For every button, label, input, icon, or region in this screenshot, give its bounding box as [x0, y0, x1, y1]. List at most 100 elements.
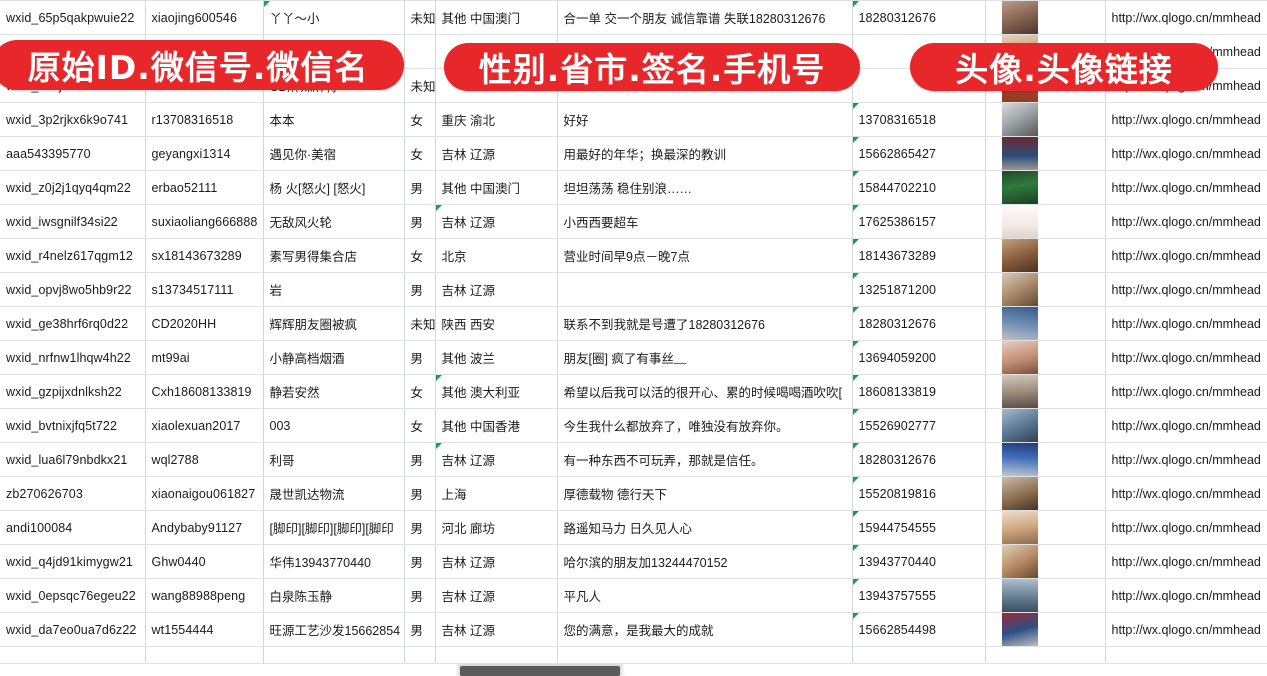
cell-province[interactable]: 河北 廊坊	[435, 510, 558, 545]
cell-avatar-url[interactable]: http://wx.qlogo.cn/mmhead	[1105, 612, 1267, 647]
cell-original-id[interactable]: wxid_0epsqc76egeu22	[0, 578, 146, 613]
cell-gender[interactable]: 女	[404, 102, 436, 137]
cell-wechat-id[interactable]: mt99ai	[145, 340, 264, 375]
cell-wechat-name[interactable]: 杨 火[怒火] [怒火]	[263, 170, 405, 205]
cell-avatar-url[interactable]: http://wx.qlogo.cn/mmhead	[1105, 204, 1267, 239]
cell-wechat-name[interactable]: 白泉陈玉静	[263, 578, 405, 613]
cell-gender[interactable]: 女	[404, 374, 436, 409]
cell-gender[interactable]: 未知	[404, 0, 436, 35]
cell-original-id[interactable]: wxid_ge38hrf6rq0d22	[0, 306, 146, 341]
cell-province[interactable]: 吉林 辽源	[435, 578, 558, 613]
cell-original-id[interactable]: wxid_lua6l79nbdkx21	[0, 442, 146, 477]
cell-signature[interactable]: 朋友[圈] 疯了有事丝﹏	[557, 340, 853, 375]
cell-province[interactable]: 吉林 辽源	[435, 272, 558, 307]
cell-gender[interactable]: 男	[404, 510, 436, 545]
cell-wechat-id[interactable]: wt1554444	[145, 612, 264, 647]
cell-phone-number[interactable]: 13943770440	[852, 544, 986, 579]
table-row[interactable]: wxid_q4jd91kimygw21 Ghw0440 华伟13943770440 男…	[0, 544, 1267, 579]
cell-signature[interactable]: 坦坦荡荡 稳住别浪……	[557, 170, 853, 205]
cell-province[interactable]: 其他 波兰	[435, 340, 558, 375]
cell-province[interactable]: 吉林 辽源	[435, 612, 558, 647]
cell-avatar-url[interactable]: http://wx.qlogo.cn/mmhead	[1105, 0, 1267, 35]
cell-avatar[interactable]	[985, 136, 1106, 171]
cell-avatar[interactable]	[985, 102, 1106, 137]
cell-province[interactable]: 吉林 辽源	[435, 442, 558, 477]
cell-avatar-url[interactable]: http://wx.qlogo.cn/mmhead	[1105, 306, 1267, 341]
cell-wechat-id[interactable]: s13734517111	[145, 272, 264, 307]
cell-wechat-name[interactable]: 利哥	[263, 442, 405, 477]
cell-original-id[interactable]: zb270626703	[0, 476, 146, 511]
cell-province[interactable]: 上海	[435, 476, 558, 511]
cell-gender[interactable]: 男	[404, 204, 436, 239]
cell-signature[interactable]: 平凡人	[557, 578, 853, 613]
cell-avatar[interactable]	[985, 408, 1106, 443]
table-row[interactable]: wxid_bvtnixjfq5t722 xiaolexuan2017 003 女其他 …	[0, 408, 1267, 443]
cell-original-id[interactable]: wxid_bvtnixjfq5t722	[0, 408, 146, 443]
cell-phone-number[interactable]: 15520819816	[852, 476, 986, 511]
cell-wechat-id[interactable]: Ghw0440	[145, 544, 264, 579]
table-row[interactable]: wxid_z0j2j1qyq4qm22 erbao52111 杨 火[怒火] [怒火…	[0, 170, 1267, 205]
cell-original-id[interactable]: wxid_3p2rjkx6k9o741	[0, 102, 146, 137]
cell-wechat-id[interactable]: wang88988peng	[145, 578, 264, 613]
cell-gender[interactable]: 男	[404, 340, 436, 375]
cell-wechat-id[interactable]: Cxh18608133819	[145, 374, 264, 409]
cell-gender[interactable]: 女	[404, 136, 436, 171]
cell-province[interactable]: 其他 中国澳门	[435, 170, 558, 205]
cell-phone-number[interactable]: 13943757555	[852, 578, 986, 613]
horizontal-scrollbar[interactable]	[0, 663, 1267, 676]
cell-wechat-name[interactable]: 辉辉朋友圈被疯	[263, 306, 405, 341]
table-row[interactable]: wxid_r4nelz617qgm12 sx18143673289 素写男得集合店女…	[0, 238, 1267, 273]
cell-avatar-url[interactable]: http://wx.qlogo.cn/mmhead	[1105, 510, 1267, 545]
cell-phone-number[interactable]: 15944754555	[852, 510, 986, 545]
cell-phone-number[interactable]: 15662854498	[852, 612, 986, 647]
cell-phone-number[interactable]: 18608133819	[852, 374, 986, 409]
table-row[interactable]: wxid_65p5qakpwuie22 xiaojing600546 丫丫～小 未知其…	[0, 0, 1267, 35]
cell-original-id[interactable]: wxid_z0j2j1qyq4qm22	[0, 170, 146, 205]
cell-signature[interactable]: 哈尔滨的朋友加13244470152	[557, 544, 853, 579]
cell-gender[interactable]: 男	[404, 272, 436, 307]
cell-original-id[interactable]: wxid_65p5qakpwuie22	[0, 0, 146, 35]
cell-avatar[interactable]	[985, 238, 1106, 273]
cell-wechat-id[interactable]: xiaonaigou061827	[145, 476, 264, 511]
cell-wechat-name[interactable]: 旺源工艺沙发15662854	[263, 612, 405, 647]
cell-wechat-name[interactable]: 岩	[263, 272, 405, 307]
cell-gender[interactable]: 男	[404, 612, 436, 647]
cell-gender[interactable]: 女	[404, 238, 436, 273]
table-row[interactable]: wxid_3p2rjkx6k9o741 r13708316518 本本女重庆 渝北好…	[0, 102, 1267, 137]
cell-phone-number[interactable]: 15844702210	[852, 170, 986, 205]
table-row[interactable]: wxid_nrfnw1lhqw4h22 mt99ai 小静高档烟酒男其他 波兰 朋友[…	[0, 340, 1267, 375]
cell-avatar[interactable]	[985, 340, 1106, 375]
cell-phone-number[interactable]: 15526902777	[852, 408, 986, 443]
cell-avatar-url[interactable]: http://wx.qlogo.cn/mmhead	[1105, 442, 1267, 477]
cell-signature[interactable]: 路遥知马力 日久见人心	[557, 510, 853, 545]
cell-original-id[interactable]: wxid_nrfnw1lhqw4h22	[0, 340, 146, 375]
cell-gender[interactable]: 男	[404, 544, 436, 579]
cell-phone-number[interactable]: 13708316518	[852, 102, 986, 137]
cell-wechat-name[interactable]: 无敌风火轮	[263, 204, 405, 239]
cell-wechat-name[interactable]: 静若安然	[263, 374, 405, 409]
cell-avatar[interactable]	[985, 272, 1106, 307]
cell-gender[interactable]: 未知	[404, 68, 436, 103]
cell-avatar[interactable]	[985, 170, 1106, 205]
cell-province[interactable]: 其他 中国香港	[435, 408, 558, 443]
cell-gender[interactable]: 男	[404, 170, 436, 205]
cell-avatar-url[interactable]: http://wx.qlogo.cn/mmhead	[1105, 238, 1267, 273]
cell-avatar-url[interactable]: http://wx.qlogo.cn/mmhead	[1105, 476, 1267, 511]
cell-wechat-name[interactable]: 丫丫～小	[263, 0, 405, 35]
cell-wechat-name[interactable]: [脚印][脚印][脚印][脚印	[263, 510, 405, 545]
cell-gender[interactable]: 男	[404, 476, 436, 511]
cell-signature[interactable]: 希望以后我可以活的很开心、累的时候喝喝酒吹吹[	[557, 374, 853, 409]
cell-avatar-url[interactable]: http://wx.qlogo.cn/mmhead	[1105, 340, 1267, 375]
cell-wechat-id[interactable]: r13708316518	[145, 102, 264, 137]
cell-avatar[interactable]	[985, 0, 1106, 35]
table-row[interactable]: wxid_opvj8wo5hb9r22 s13734517111 岩男吉林 辽源 13…	[0, 272, 1267, 307]
cell-avatar[interactable]	[985, 306, 1106, 341]
table-row[interactable]: wxid_lua6l79nbdkx21 wql2788 利哥男吉林 辽源 有一种东西不…	[0, 442, 1267, 477]
cell-original-id[interactable]: wxid_gzpijxdnlksh22	[0, 374, 146, 409]
cell-phone-number[interactable]: 18143673289	[852, 238, 986, 273]
cell-signature[interactable]: 联系不到我就是号遭了18280312676	[557, 306, 853, 341]
table-row[interactable]: zb270626703 xiaonaigou061827 晟世凯达物流男上海 厚德载物…	[0, 476, 1267, 511]
cell-gender[interactable]: 未知	[404, 306, 436, 341]
cell-avatar[interactable]	[985, 476, 1106, 511]
horizontal-scroll-track[interactable]	[0, 664, 1267, 676]
